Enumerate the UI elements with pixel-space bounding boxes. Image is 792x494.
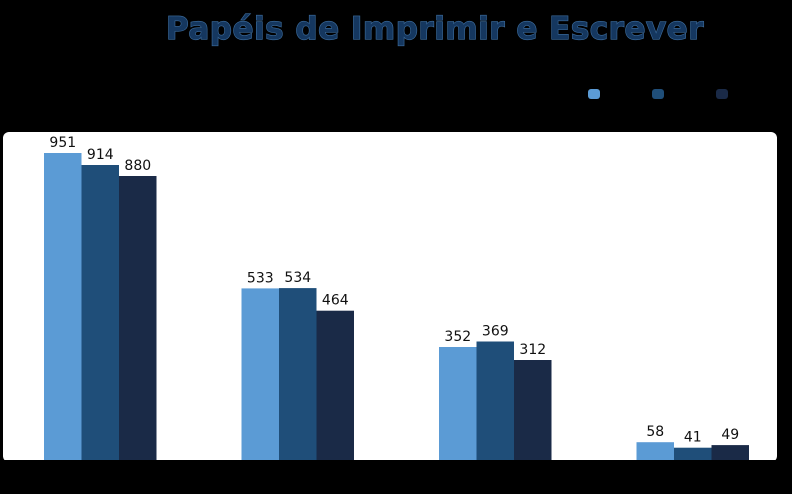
data-label-series-1-group-1: 951 — [49, 135, 76, 151]
bar-series-3-group-4 — [711, 445, 749, 461]
legend-marker-series-1 — [588, 89, 600, 99]
data-label-series-2-group-3: 369 — [482, 324, 509, 340]
data-label-series-3-group-4: 49 — [721, 427, 739, 443]
bar-series-1-group-3 — [439, 347, 477, 461]
bar-series-1-group-4 — [636, 442, 674, 461]
data-label-series-1-group-2: 533 — [247, 270, 274, 286]
legend-marker-series-2 — [652, 89, 664, 99]
bar-series-3-group-3 — [514, 360, 552, 461]
bar-series-2-group-3 — [476, 341, 514, 461]
bar-series-3-group-2 — [316, 310, 354, 461]
data-label-series-2-group-2: 534 — [284, 270, 311, 286]
bar-series-3-group-1 — [119, 176, 157, 461]
data-labels: 951 533 352 58 914 534 369 41 880 464 312 49 — [49, 135, 739, 446]
data-label-series-3-group-1: 880 — [124, 158, 151, 174]
bar-series-2-group-1 — [81, 165, 119, 461]
data-label-series-3-group-2: 464 — [322, 293, 349, 309]
bar-series-1-group-2 — [241, 288, 279, 461]
data-label-series-2-group-1: 914 — [87, 147, 114, 163]
legend — [588, 89, 728, 99]
data-label-series-2-group-4: 41 — [684, 430, 702, 446]
data-label-series-1-group-4: 58 — [646, 424, 664, 440]
legend-marker-series-3 — [716, 89, 728, 99]
data-label-series-3-group-3: 312 — [519, 342, 546, 358]
bars — [44, 153, 749, 461]
bar-series-2-group-2 — [279, 288, 317, 461]
bar-series-2-group-4 — [674, 447, 712, 461]
chart-title: Papéis de Imprimir e Escrever — [166, 11, 704, 47]
bar-series-1-group-1 — [44, 153, 82, 461]
plot-area — [3, 132, 777, 462]
data-label-series-1-group-3: 352 — [444, 329, 471, 345]
